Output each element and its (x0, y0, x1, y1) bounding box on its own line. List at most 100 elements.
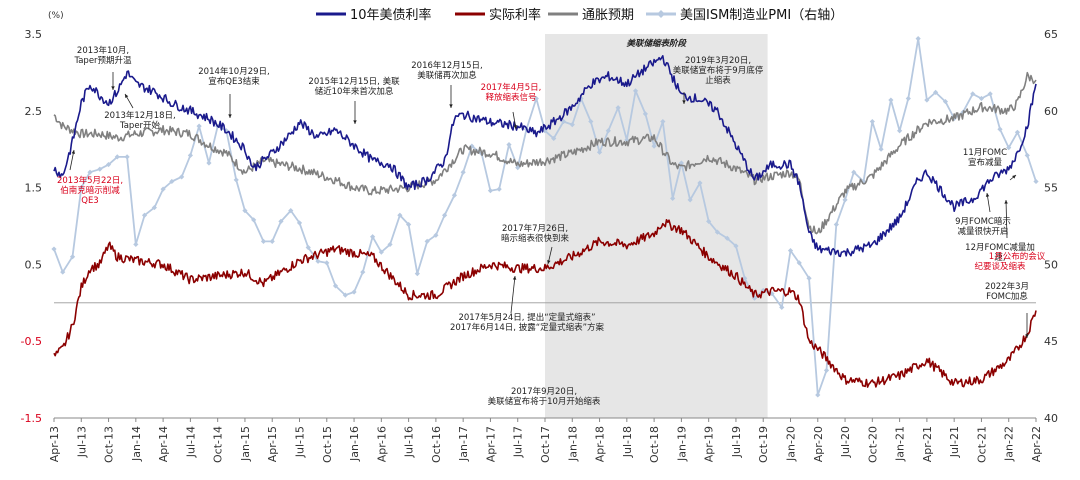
pmi-point (414, 271, 420, 277)
x-tick-label: Jan-18 (566, 426, 579, 462)
pmi-point (469, 143, 475, 149)
annotation-line: 2015年12月15日, 美联 (308, 76, 400, 87)
annotation-line: 2013年5月22日, (57, 175, 123, 186)
x-tick-label: Jan-20 (785, 426, 798, 462)
pmi-point (769, 290, 775, 297)
annotation-arrowhead (449, 104, 453, 108)
pmi-point (251, 217, 257, 223)
y-right-tick-label: 45 (1044, 335, 1058, 348)
legend-label: 10年美债利率 (350, 7, 432, 23)
pmi-point (315, 258, 321, 264)
annotation-line: 美联储宣布将于9月底停 (673, 65, 764, 76)
legend-label: 美国ISM制造业PMI（右轴） (680, 8, 843, 23)
series-line-2 (53, 71, 1037, 235)
y-right-tick-label: 65 (1044, 28, 1058, 41)
annotation-line: 1月公布的会议 (989, 251, 1046, 262)
pmi-point (615, 105, 621, 111)
pmi-point (296, 220, 303, 226)
pmi-point (787, 247, 794, 254)
annotation-line: 宣布减量 (968, 157, 1003, 168)
pmi-point (269, 238, 275, 244)
pmi-point (1024, 152, 1030, 158)
pmi-point (233, 177, 239, 183)
series-line-0 (53, 55, 1037, 258)
pmi-point (387, 241, 393, 248)
x-tick-label: Apr-20 (812, 426, 825, 462)
annotation-line: 美联储宣布将于10月开始缩表 (488, 396, 601, 407)
legend-label: 实际利率 (489, 7, 541, 23)
annotation-line: 2014年10月29日, (198, 66, 269, 77)
annotation: 2014年10月29日,宣布QE3结束 (198, 66, 269, 87)
x-tick-label: Jul-16 (403, 426, 416, 458)
pmi-point (69, 254, 76, 260)
x-tick-label: Apr-18 (594, 426, 607, 462)
y-left-tick-label: 3.5 (25, 28, 43, 41)
x-tick-label: Apr-17 (484, 426, 497, 462)
annotation-arrowhead (513, 125, 518, 129)
annotation-line: 释放缩表信号 (485, 92, 536, 103)
x-tick-label: Jul-13 (75, 426, 88, 458)
pmi-point (351, 289, 357, 295)
axes-group: 3.5 2.5 1.5 0.5 -0.5 -1.5 65 60 55 50 45 40 Apr-13 Ju… (21, 28, 1058, 463)
annotation-line: 减量很快开启 (957, 226, 1008, 237)
pmi-point (706, 218, 712, 224)
pmi-point (515, 165, 521, 171)
x-tick-label: Jan-19 (675, 426, 688, 462)
pmi-point (278, 218, 284, 224)
annotation-line: 储近10年来首次加息 (315, 86, 394, 97)
x-tick-label: Apr-14 (157, 426, 170, 462)
annotation-line: 2013年10月, (77, 45, 129, 56)
annotation-line: 2017年5月24日, 提出“定量式缩表” (458, 312, 595, 323)
pmi-point (187, 152, 193, 158)
annotation-line: 2022年3月 (985, 281, 1029, 292)
pmi-point (642, 111, 648, 117)
annotation-line: 美联储再次加息 (417, 70, 477, 81)
pmi-point (141, 212, 148, 218)
annotation-line: 2017年7月26日, (502, 223, 568, 234)
pmi-point (424, 238, 430, 244)
annotation-line: 2013年12月18日, (104, 110, 175, 121)
pmi-point (978, 95, 985, 102)
pmi-point (714, 229, 720, 235)
pmi-point (506, 141, 512, 148)
annotation-arrowhead (682, 100, 686, 104)
annotation-arrowhead (111, 86, 115, 90)
shaded-region-label: 美联储缩表阶段 (627, 38, 688, 49)
x-tick-label: Jul-21 (948, 426, 961, 458)
pmi-point (442, 212, 448, 218)
x-tick-label: Oct-20 (866, 426, 879, 463)
x-tick-label: Jan-14 (130, 426, 143, 462)
annotation: 2017年9月20日,美联储宣布将于10月开始缩表 (488, 386, 601, 407)
x-tick-label: Jan-16 (348, 426, 361, 462)
pmi-point (779, 304, 785, 311)
pmi-point (124, 154, 130, 160)
pmi-point (51, 246, 57, 252)
series-line-1 (53, 219, 1037, 388)
pmi-point (1014, 129, 1021, 135)
y-right-tick-label: 55 (1044, 182, 1058, 195)
pmi-point (78, 185, 84, 191)
annotation-line: 2017年9月20日, (511, 386, 577, 397)
pmi-point (360, 269, 366, 275)
annotation-arrowhead (512, 276, 517, 280)
x-tick-label: Oct-21 (975, 426, 988, 463)
annotation-arrow (1005, 199, 1008, 239)
pmi-point (160, 186, 166, 192)
x-tick-label: Jan-15 (239, 426, 252, 462)
y-right-tick-label: 40 (1044, 412, 1058, 425)
annotation: 2013年12月18日,Taper开始 (104, 110, 175, 131)
x-tick-label: Apr-21 (921, 426, 934, 462)
x-tick-label: Oct-13 (103, 426, 116, 463)
x-tick-label: Oct-17 (539, 426, 552, 463)
pmi-point (596, 149, 603, 155)
pmi-point (151, 204, 157, 211)
pmi-point (942, 98, 949, 105)
annotation-arrowhead (1025, 334, 1029, 338)
pmi-point (724, 235, 730, 241)
pmi-point (997, 126, 1003, 132)
pmi-point (60, 269, 66, 275)
pmi-point (196, 123, 202, 129)
